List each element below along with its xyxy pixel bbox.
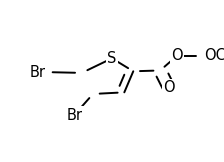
Text: S: S — [107, 51, 117, 66]
Text: O: O — [171, 48, 183, 63]
Text: OCH₃: OCH₃ — [204, 48, 224, 63]
Text: Br: Br — [30, 65, 46, 80]
Text: Br: Br — [67, 108, 83, 122]
Text: O: O — [163, 80, 175, 95]
